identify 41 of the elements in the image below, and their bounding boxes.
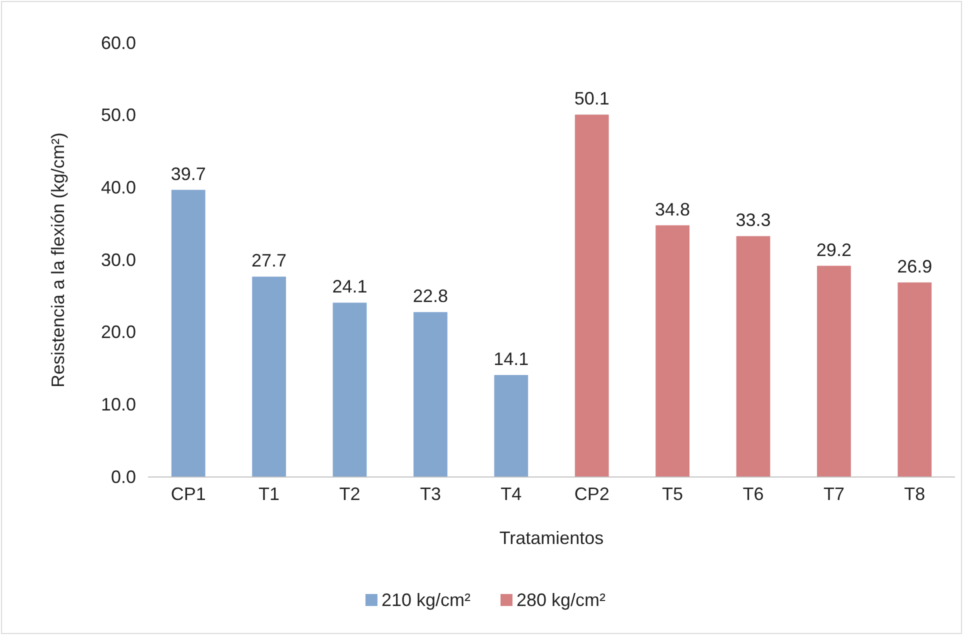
x-axis-title: Tratamientos <box>499 528 604 548</box>
data-label: 39.7 <box>170 164 206 184</box>
bar <box>656 225 690 477</box>
y-tick-label: 40.0 <box>100 177 136 198</box>
data-label: 26.9 <box>897 256 932 276</box>
bar <box>736 236 770 477</box>
legend-label: 280 kg/cm² <box>516 590 606 610</box>
bar <box>898 282 932 477</box>
data-label: 50.1 <box>574 88 610 109</box>
data-label: 22.8 <box>412 286 448 306</box>
y-tick-label: 30.0 <box>100 250 136 270</box>
data-label: 14.1 <box>494 349 529 370</box>
y-tick-label: 50.0 <box>100 105 136 126</box>
data-label: 33.3 <box>736 210 771 230</box>
bar <box>494 375 528 477</box>
x-tick-label: T7 <box>823 484 844 504</box>
x-tick-label: T1 <box>258 484 280 504</box>
data-label: 24.1 <box>332 276 368 297</box>
x-tick-label: T6 <box>742 484 764 504</box>
x-tick-label: T2 <box>339 484 360 504</box>
data-label: 27.7 <box>252 250 287 271</box>
bar <box>332 302 367 477</box>
x-tick-label: CP1 <box>170 484 206 504</box>
bar <box>414 312 448 477</box>
data-label: 34.8 <box>655 199 690 220</box>
y-tick-label: 20.0 <box>100 322 136 342</box>
x-tick-label: T5 <box>662 484 684 504</box>
bar <box>817 266 851 477</box>
x-tick-label: CP2 <box>574 484 610 504</box>
bar <box>252 276 286 477</box>
data-label: 29.2 <box>816 240 852 260</box>
y-tick-label: 0.0 <box>110 466 136 487</box>
x-tick-label: T3 <box>420 484 441 504</box>
y-axis-title: Resistencia a la flexión (kg/cm²) <box>48 132 68 388</box>
legend-label: 210 kg/cm² <box>381 590 470 610</box>
y-tick-label: 10.0 <box>100 394 136 414</box>
bar <box>171 190 206 477</box>
x-tick-label: T4 <box>500 484 522 504</box>
bar <box>574 114 609 477</box>
y-tick-label: 60.0 <box>100 32 136 53</box>
x-tick-label: T8 <box>904 484 926 504</box>
